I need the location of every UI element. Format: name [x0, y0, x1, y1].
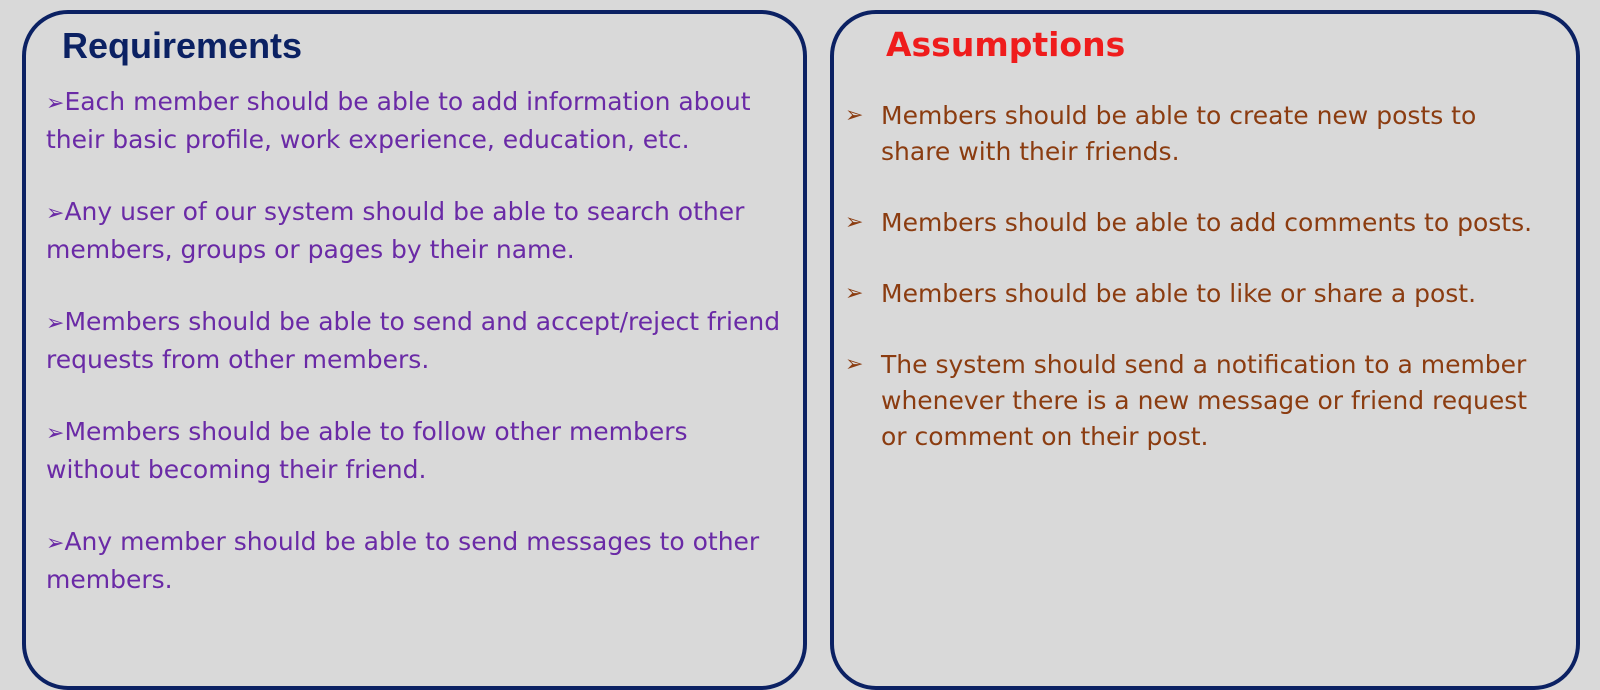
requirements-list: ➢Each member should be able to add infor…: [46, 84, 786, 634]
assumption-item: ➢ Members should be able to like or share…: [845, 276, 1545, 312]
requirements-title: Requirements: [62, 25, 303, 66]
assumptions-list: ➢ Members should be able to create new po…: [845, 98, 1545, 490]
requirement-text: Any user of our system should be able to…: [46, 197, 745, 264]
requirement-text: Each member should be able to add inform…: [46, 87, 751, 154]
requirement-item: ➢Members should be able to send and acce…: [46, 304, 786, 378]
requirement-item: ➢Any user of our system should be able t…: [46, 194, 786, 268]
assumption-text: Members should be able to like or share …: [881, 279, 1477, 308]
requirement-item: ➢Each member should be able to add infor…: [46, 84, 786, 158]
assumption-text: The system should send a notification to…: [881, 350, 1528, 451]
assumption-item: ➢ The system should send a notification t…: [845, 347, 1545, 455]
assumption-item: ➢ Members should be able to add comments …: [845, 205, 1545, 241]
assumption-text: Members should be able to create new pos…: [881, 101, 1477, 166]
assumptions-title: Assumptions: [886, 25, 1126, 64]
arrow-bullet-icon: ➢: [46, 311, 65, 336]
assumption-text: Members should be able to add comments t…: [881, 208, 1533, 237]
arrow-bullet-icon: ➢: [845, 281, 864, 306]
assumption-item: ➢ Members should be able to create new po…: [845, 98, 1545, 170]
arrow-bullet-icon: ➢: [46, 531, 65, 556]
requirement-text: Members should be able to send and accep…: [46, 307, 781, 374]
arrow-bullet-icon: ➢: [46, 421, 65, 446]
arrow-bullet-icon: ➢: [46, 91, 65, 116]
requirement-text: Any member should be able to send messag…: [46, 527, 760, 594]
arrow-bullet-icon: ➢: [845, 352, 864, 377]
arrow-bullet-icon: ➢: [46, 201, 65, 226]
requirement-text: Members should be able to follow other m…: [46, 417, 688, 484]
requirement-item: ➢Any member should be able to send messa…: [46, 524, 786, 598]
arrow-bullet-icon: ➢: [845, 210, 864, 235]
requirement-item: ➢Members should be able to follow other …: [46, 414, 786, 488]
arrow-bullet-icon: ➢: [845, 103, 864, 128]
